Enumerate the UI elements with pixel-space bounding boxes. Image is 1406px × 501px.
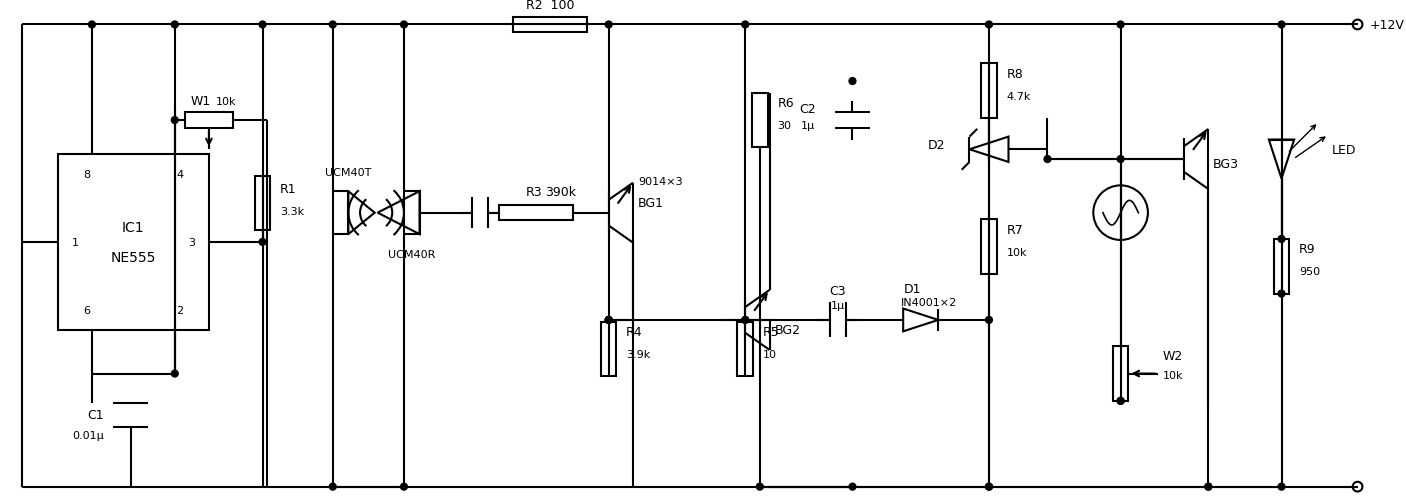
- Bar: [752, 94, 768, 148]
- Circle shape: [1353, 482, 1362, 491]
- Bar: [1274, 239, 1289, 294]
- Text: UCM40T: UCM40T: [325, 167, 371, 177]
- Text: BG3: BG3: [1213, 158, 1239, 171]
- Circle shape: [1118, 398, 1123, 404]
- Bar: [737, 322, 754, 377]
- Text: BG2: BG2: [775, 324, 800, 337]
- Text: +12V: +12V: [1369, 19, 1405, 32]
- Text: C2: C2: [799, 103, 815, 116]
- Circle shape: [259, 239, 266, 246]
- Bar: [981, 64, 997, 119]
- Circle shape: [259, 22, 266, 29]
- Circle shape: [742, 317, 748, 324]
- Circle shape: [329, 22, 336, 29]
- Circle shape: [89, 22, 96, 29]
- Text: 4: 4: [176, 169, 183, 179]
- Text: 9014×3: 9014×3: [638, 177, 682, 187]
- Text: R1: R1: [280, 182, 297, 195]
- Text: 6: 6: [83, 306, 90, 316]
- Circle shape: [606, 317, 612, 324]
- Text: R8: R8: [1007, 68, 1024, 81]
- Text: C3: C3: [830, 285, 846, 298]
- Circle shape: [742, 317, 748, 324]
- Circle shape: [756, 483, 763, 490]
- Text: 3.3k: 3.3k: [280, 206, 304, 216]
- Text: 2: 2: [176, 306, 183, 316]
- Circle shape: [1278, 236, 1285, 243]
- Circle shape: [1278, 483, 1285, 490]
- Text: 4.7k: 4.7k: [1007, 92, 1031, 101]
- Bar: [513, 18, 588, 33]
- Bar: [499, 205, 572, 221]
- Text: NE555: NE555: [110, 250, 156, 264]
- Bar: [333, 192, 349, 234]
- Circle shape: [1118, 398, 1123, 404]
- Text: R7: R7: [1007, 223, 1024, 236]
- Circle shape: [606, 317, 612, 324]
- Circle shape: [329, 483, 336, 490]
- Circle shape: [986, 483, 993, 490]
- Text: R6: R6: [778, 97, 794, 110]
- Circle shape: [172, 370, 179, 377]
- Circle shape: [1353, 21, 1362, 30]
- Text: 1μ: 1μ: [831, 301, 845, 311]
- Text: 10k: 10k: [217, 96, 236, 106]
- Text: R3: R3: [526, 185, 543, 198]
- Text: 3.9k: 3.9k: [626, 349, 651, 359]
- Circle shape: [606, 317, 612, 324]
- Text: BG1: BG1: [638, 197, 664, 210]
- Text: 10k: 10k: [1163, 371, 1182, 381]
- Bar: [981, 220, 997, 275]
- Bar: [254, 176, 270, 231]
- Circle shape: [401, 483, 408, 490]
- Circle shape: [986, 483, 993, 490]
- Circle shape: [172, 117, 179, 124]
- Text: R9: R9: [1299, 243, 1316, 256]
- Circle shape: [1118, 156, 1123, 163]
- Circle shape: [172, 22, 179, 29]
- Text: W2: W2: [1163, 350, 1182, 363]
- Text: 10: 10: [763, 349, 776, 359]
- Circle shape: [1045, 156, 1050, 163]
- Circle shape: [1205, 483, 1212, 490]
- Text: 0.01μ: 0.01μ: [72, 430, 104, 440]
- Text: 8: 8: [83, 169, 90, 179]
- Circle shape: [606, 22, 612, 29]
- Text: 950: 950: [1299, 267, 1320, 277]
- Circle shape: [1278, 22, 1285, 29]
- Text: 30: 30: [778, 121, 792, 131]
- Circle shape: [849, 79, 856, 85]
- Text: R4: R4: [626, 326, 643, 339]
- Circle shape: [1205, 483, 1212, 490]
- Bar: [184, 113, 233, 129]
- Text: W1: W1: [191, 95, 211, 108]
- Circle shape: [401, 22, 408, 29]
- Bar: [404, 192, 419, 234]
- Bar: [58, 155, 209, 330]
- Text: IC1: IC1: [121, 221, 145, 235]
- Text: LED: LED: [1333, 143, 1357, 156]
- Bar: [1112, 347, 1129, 401]
- Circle shape: [742, 22, 748, 29]
- Circle shape: [986, 317, 993, 324]
- Circle shape: [986, 22, 993, 29]
- Text: D2: D2: [928, 139, 945, 152]
- Circle shape: [849, 483, 856, 490]
- Text: 3: 3: [188, 237, 195, 247]
- Text: 1: 1: [72, 237, 79, 247]
- Text: D1: D1: [904, 283, 922, 296]
- Circle shape: [1118, 22, 1123, 29]
- Text: 10k: 10k: [1007, 247, 1026, 257]
- Text: IN4001×2: IN4001×2: [900, 298, 956, 308]
- Text: R5: R5: [763, 326, 779, 339]
- Text: UCM40R: UCM40R: [388, 249, 436, 259]
- Text: R2  100: R2 100: [526, 0, 575, 13]
- Text: C1: C1: [87, 408, 104, 421]
- Circle shape: [1278, 291, 1285, 298]
- Text: 390k: 390k: [546, 185, 576, 198]
- Text: 1μ: 1μ: [801, 121, 815, 131]
- Bar: [600, 322, 616, 377]
